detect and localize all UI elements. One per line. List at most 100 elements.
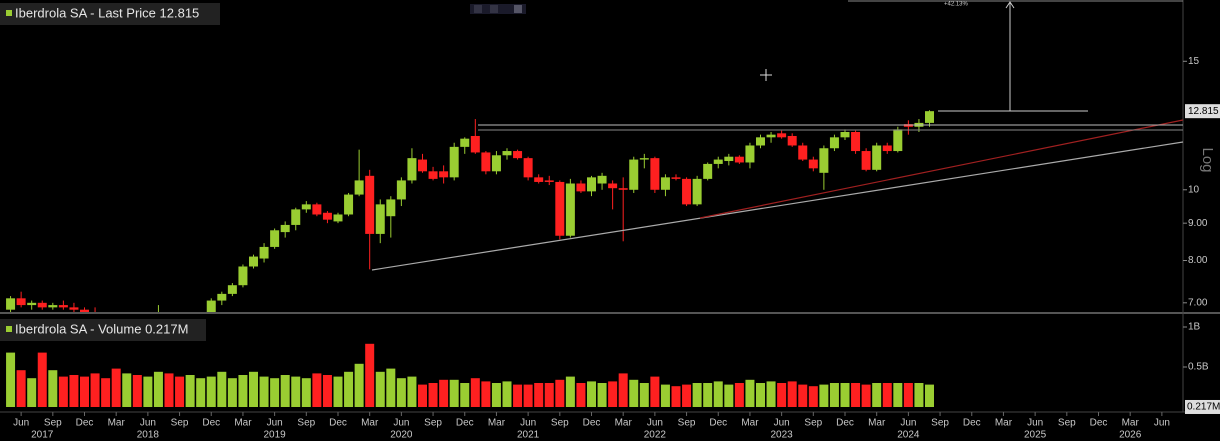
year-label: 2020 [390,430,413,441]
volume-bar [914,383,924,407]
x-tick-label: Sep [804,418,822,429]
candle-body [703,163,713,179]
candle-body [829,137,839,149]
volume-bar [386,368,396,407]
candle-body [354,180,364,195]
year-label: 2021 [517,430,540,441]
candle-body [460,138,470,147]
y-tick-label: 15 [1188,56,1200,67]
volume-bar [872,383,882,407]
candle-body [523,158,533,178]
annotation: +42.13% [944,2,969,8]
year-label: 2025 [1024,430,1047,441]
candle-body [449,146,459,178]
drawings [371,0,1184,271]
volume-bar [671,386,681,407]
candle-body [756,137,765,146]
tool-icon[interactable] [490,5,498,13]
volume-bar [259,376,269,407]
volume-bar [153,371,163,407]
volume-bar [523,384,533,407]
volume-bar [333,376,343,407]
x-tick-label: Jun [1154,418,1170,429]
volume-bar [639,383,649,407]
candle-body [238,266,248,286]
candle-body [502,151,512,156]
volume-bar [6,352,16,407]
year-label: 2019 [264,430,287,441]
year-label: 2026 [1119,430,1142,441]
candle-body [745,145,755,163]
candle-body [365,175,375,234]
x-tick-label: Sep [44,418,62,429]
volume-bar [660,384,670,407]
measure-arrow [1005,1,1015,9]
candle-body [312,204,322,215]
volume-bar [375,371,385,407]
legend-swatch [6,10,12,16]
candle-body [682,178,692,205]
volume-bar [122,373,132,407]
x-tick-label: Jun [647,418,663,429]
candle-body [861,151,871,170]
last-volume-label: 0.217M [1187,402,1220,413]
tool-icon[interactable] [474,5,482,13]
volume-bar [756,383,765,407]
candle-body [798,145,808,160]
volume-bar [903,383,913,407]
x-tick-label: Jun [774,418,790,429]
trendline [699,119,1184,219]
y-tick-label: 10 [1188,184,1200,195]
volume-bar [175,376,185,407]
volume-bar [206,376,216,407]
legend-swatch [6,326,12,332]
last-price-tag [1185,104,1220,119]
volume-bar [491,383,501,407]
candle-body [734,156,744,163]
x-tick-label: Dec [709,418,727,429]
tool-icon[interactable] [514,5,522,13]
volume-bar [893,383,903,407]
volume-bar [724,384,734,407]
candle-body [6,298,16,310]
volume-bar [407,376,417,407]
candle-body [713,159,723,164]
volume-bar [481,381,491,407]
volume-bar [544,383,554,407]
y-tick-label: 7.00 [1188,297,1208,308]
candle-body [555,181,565,236]
volume-bar [164,373,174,407]
year-label: 2018 [137,430,160,441]
x-tick-label: Mar [868,418,886,429]
candle-body [48,305,58,308]
volume-bar [787,381,797,407]
volume-bar [534,383,544,407]
volume-bar [80,376,89,407]
candle-body [777,133,787,138]
x-tick-label: Sep [424,418,442,429]
volume-bar [111,368,121,407]
volume-bar [280,375,290,407]
x-tick-label: Dec [329,418,347,429]
candle-body [280,224,290,233]
x-tick-label: Jun [900,418,916,429]
candle-body [671,177,681,179]
volume-bar [101,378,111,407]
candle-body [639,158,649,160]
year-label: 2024 [897,430,920,441]
candle-body [16,298,26,306]
volume-bar [808,386,818,407]
candle-body [491,155,501,172]
x-tick-label: Dec [1090,418,1108,429]
candle-body [396,180,406,200]
candle-body [249,256,258,267]
candle-body [851,131,861,152]
volume-bar [650,376,660,407]
candle-body [787,135,797,146]
candle-body [481,152,491,172]
candle-body [407,158,417,181]
volume-bar [354,363,364,407]
candle-body [301,204,311,210]
volume-bar [713,381,723,407]
